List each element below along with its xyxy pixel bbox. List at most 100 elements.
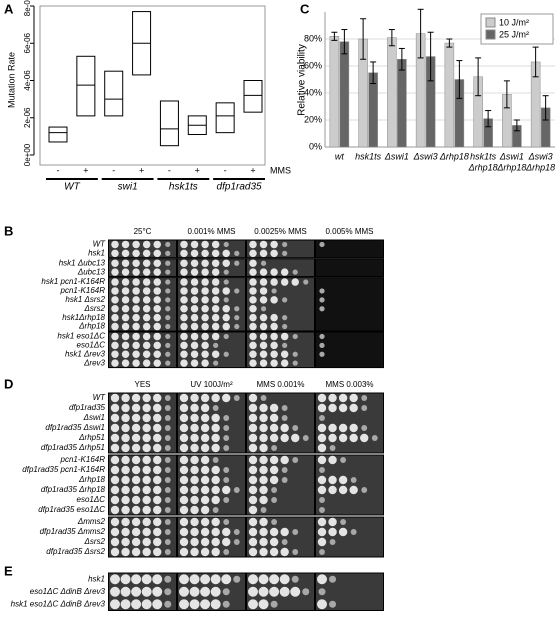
- spot: [292, 269, 298, 275]
- spot: [142, 465, 151, 475]
- row-label: dfp1rad35 Δrhp51: [41, 443, 105, 452]
- spot: [291, 575, 299, 583]
- spot: [249, 359, 257, 367]
- spot: [221, 574, 232, 585]
- spot: [201, 359, 209, 367]
- spot: [211, 465, 220, 475]
- plate: [315, 516, 384, 558]
- spot: [281, 467, 288, 473]
- spot: [248, 574, 258, 585]
- spot: [282, 315, 288, 321]
- spot: [234, 323, 240, 330]
- spot: [142, 517, 151, 527]
- spot: [121, 517, 130, 527]
- spot: [142, 278, 151, 286]
- spot: [111, 332, 119, 341]
- spot: [212, 405, 219, 411]
- spot: [249, 350, 257, 358]
- spot: [259, 322, 268, 331]
- spot: [317, 517, 327, 527]
- spot: [281, 405, 288, 411]
- spot: [282, 250, 288, 256]
- spot: [180, 341, 188, 350]
- spot: [211, 547, 220, 557]
- spot: [259, 350, 268, 358]
- spot: [190, 296, 199, 304]
- y-tick-label: 20%: [304, 114, 322, 124]
- spot: [234, 315, 240, 321]
- spot: [165, 342, 171, 348]
- spot: [319, 497, 325, 503]
- spot: [249, 296, 257, 304]
- spot: [111, 322, 119, 331]
- spot: [223, 549, 230, 555]
- spot: [222, 305, 230, 313]
- box: [243, 80, 263, 113]
- spot: [164, 477, 171, 483]
- spot: [223, 279, 229, 285]
- bar: [329, 36, 340, 148]
- spot: [329, 445, 336, 451]
- spot: [291, 278, 299, 286]
- spot: [223, 269, 229, 275]
- spot: [190, 268, 199, 276]
- spot: [249, 305, 257, 313]
- spot: [132, 278, 140, 286]
- spot: [317, 537, 327, 547]
- spot: [132, 322, 140, 331]
- spot: [259, 495, 268, 505]
- row-label: hsk1 Δubc13: [59, 258, 106, 267]
- group-label: dfp1rad35: [217, 182, 262, 193]
- spot: [121, 455, 130, 465]
- spot: [189, 586, 200, 597]
- spot: [190, 350, 199, 358]
- plate: [315, 331, 384, 369]
- spot: [338, 423, 348, 433]
- plate: [246, 239, 315, 259]
- spot: [142, 455, 151, 465]
- spot: [200, 475, 210, 485]
- row-label: dfp1rad35 pcn1-K164R: [22, 465, 105, 474]
- spot: [179, 403, 189, 413]
- spot: [248, 455, 258, 465]
- spot: [153, 278, 161, 286]
- spot: [200, 495, 210, 505]
- spot: [248, 599, 258, 610]
- spot: [110, 423, 120, 433]
- spot: [211, 296, 220, 304]
- spot: [164, 457, 171, 463]
- spot: [201, 322, 209, 331]
- spot: [271, 487, 278, 493]
- spot: [292, 360, 298, 366]
- spot: [328, 433, 337, 443]
- column-header: 25°C: [134, 227, 152, 236]
- spot: [281, 415, 288, 421]
- spot: [111, 268, 119, 276]
- spot: [110, 517, 120, 527]
- spot: [131, 433, 141, 443]
- plate: [108, 277, 177, 332]
- spot: [121, 350, 130, 358]
- spot: [131, 537, 141, 547]
- plate: [177, 392, 246, 454]
- spot: [211, 259, 220, 267]
- spot: [360, 433, 369, 443]
- spot: [211, 413, 220, 423]
- spot: [132, 341, 140, 350]
- spot: [121, 527, 130, 537]
- spot: [269, 475, 279, 485]
- spot: [201, 296, 209, 304]
- spot: [190, 433, 199, 443]
- spot: [164, 588, 172, 596]
- bar: [339, 41, 350, 148]
- spot: [211, 475, 220, 485]
- spot: [338, 403, 348, 413]
- spot: [234, 250, 240, 256]
- spot: [164, 395, 171, 401]
- spot: [180, 287, 188, 295]
- spot: [179, 517, 189, 527]
- spot: [270, 359, 278, 367]
- row-label: pcn1-K164R: [60, 286, 106, 295]
- spot: [200, 537, 210, 547]
